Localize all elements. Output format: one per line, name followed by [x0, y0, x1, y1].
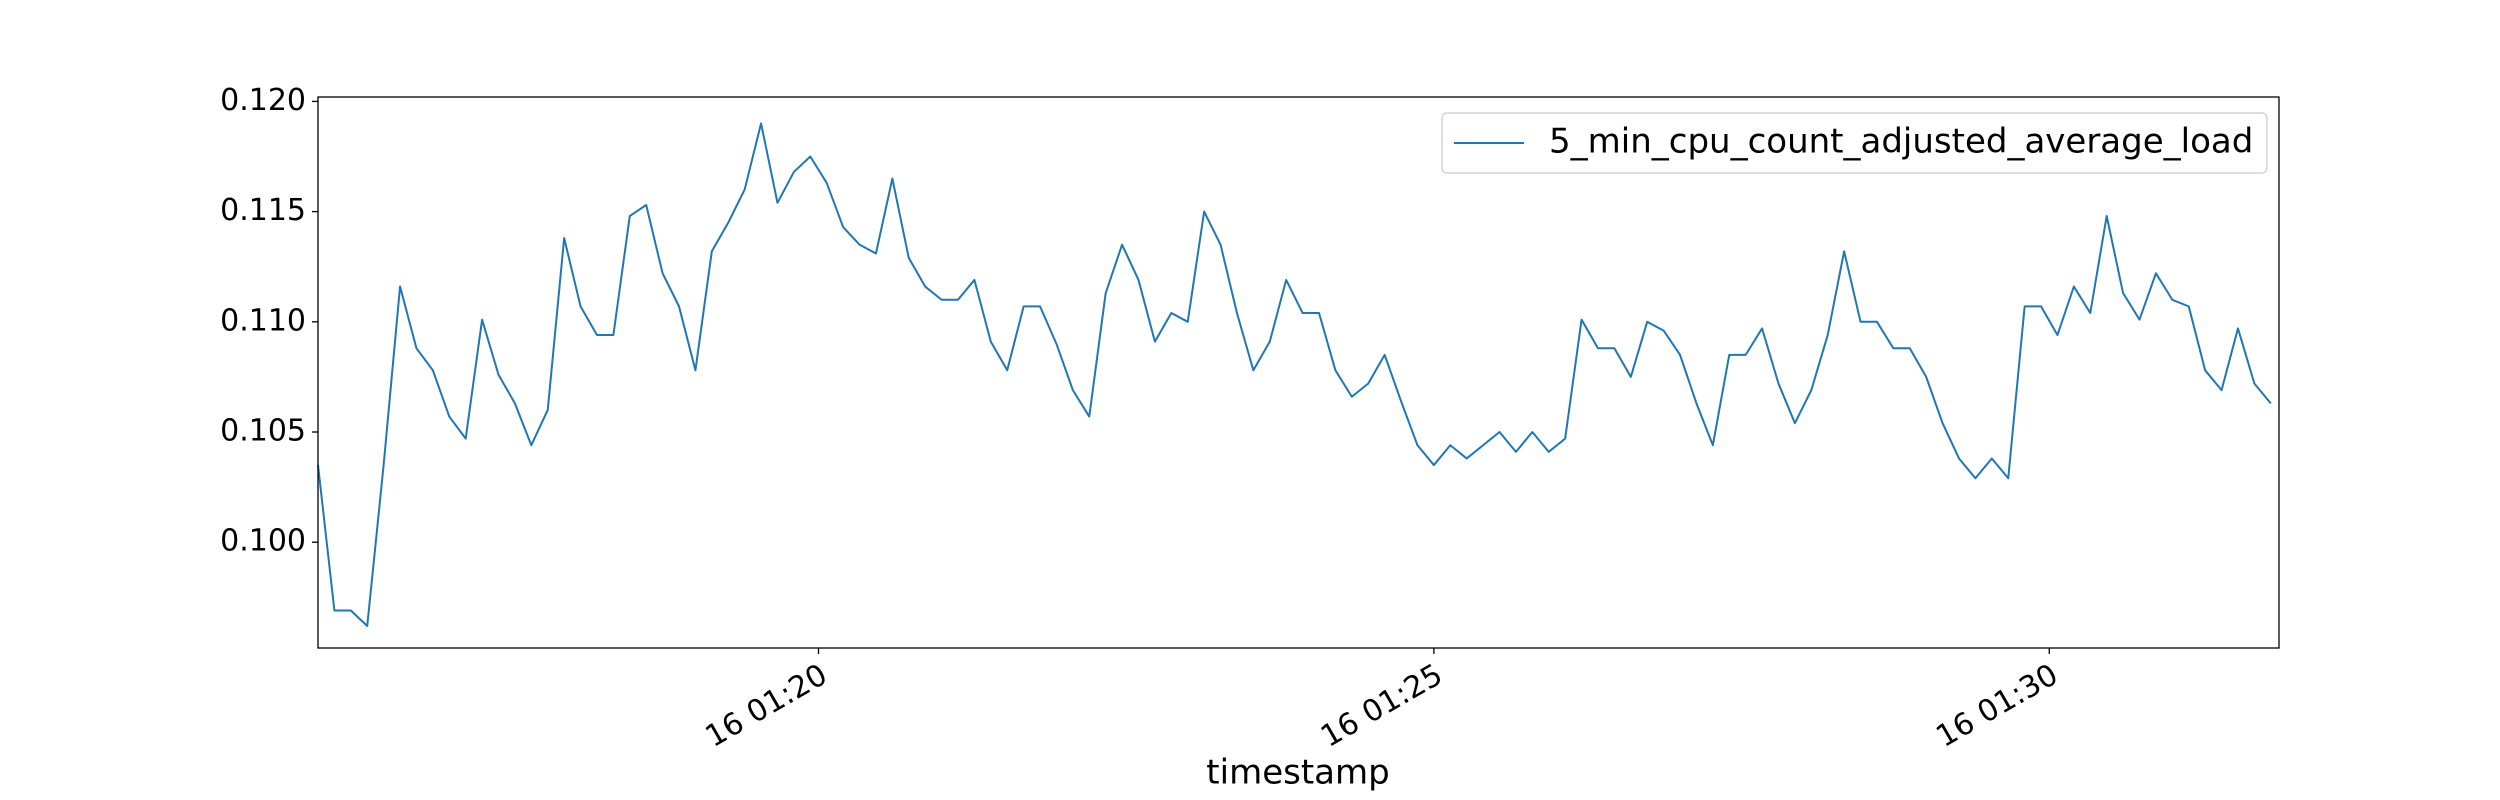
y-tick-label: 0.110 — [220, 303, 306, 338]
y-tick-label: 0.120 — [220, 83, 306, 118]
x-tick-label: 16 01:25 — [1315, 657, 1449, 754]
x-tick-label: 16 01:30 — [1930, 657, 2064, 754]
legend-box — [1441, 112, 2268, 174]
x-tick-label: 16 01:20 — [700, 657, 834, 754]
y-tick-label: 0.100 — [220, 524, 306, 559]
plot-frame — [317, 96, 2280, 649]
legend-label: 5_min_cpu_count_adjusted_average_load — [1549, 122, 2253, 162]
x-axis-label: timestamp — [1206, 753, 1389, 793]
y-tick-label: 0.105 — [220, 414, 306, 449]
legend: 5_min_cpu_count_adjusted_average_load — [1441, 112, 2268, 174]
series-line — [317, 122, 2272, 627]
y-tick-label: 0.115 — [220, 193, 306, 228]
